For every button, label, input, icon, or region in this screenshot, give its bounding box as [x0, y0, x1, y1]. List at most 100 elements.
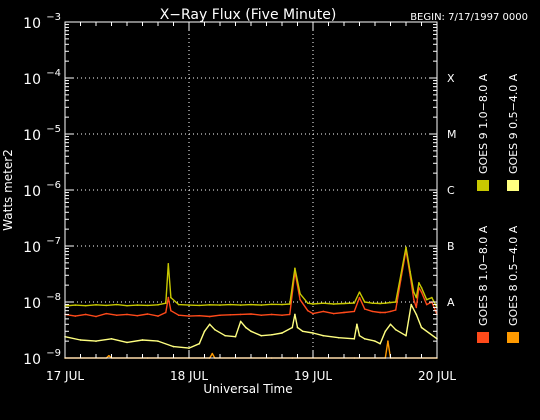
- data-point: [332, 312, 335, 315]
- data-point: [312, 332, 314, 334]
- flare-class-label: A: [447, 296, 455, 309]
- data-point: [410, 303, 412, 306]
- y-tick-label: 10: [23, 296, 41, 312]
- data-point: [74, 304, 77, 306]
- data-point: [84, 304, 87, 307]
- series-line-2: [64, 246, 438, 308]
- data-point: [301, 330, 304, 333]
- data-point: [431, 296, 433, 299]
- data-point: [157, 315, 159, 317]
- data-point: [234, 335, 237, 338]
- data-point: [126, 341, 128, 344]
- data-point: [371, 302, 374, 305]
- y-tick-exponent: −8: [46, 292, 61, 303]
- data-point: [136, 314, 139, 317]
- data-point: [379, 311, 381, 314]
- data-point: [353, 302, 356, 304]
- data-point: [405, 334, 407, 337]
- data-point: [288, 303, 291, 305]
- data-point: [307, 302, 309, 305]
- data-point: [170, 296, 172, 299]
- x-axis-label: Universal Time: [203, 382, 292, 396]
- series-line-3: [64, 303, 438, 349]
- data-point: [353, 338, 356, 340]
- y-tick-label: 10: [23, 352, 41, 368]
- data-point: [371, 310, 374, 313]
- x-tick-label: 17 JUL: [46, 369, 84, 383]
- data-point: [281, 314, 283, 317]
- legend: GOES 8 1.0−8.0 A GOES 9 1.0−8.0 A GOES 8 0…: [477, 73, 520, 343]
- data-point: [299, 293, 301, 295]
- data-point: [312, 303, 314, 305]
- data-point: [126, 313, 128, 316]
- data-point: [105, 304, 108, 307]
- legend-label: GOES 8 1.0−8.0 A: [477, 225, 490, 326]
- flare-class-label: X: [447, 72, 455, 85]
- x-tick-label: 20 JUL: [418, 369, 456, 383]
- data-point: [389, 310, 392, 313]
- data-point: [115, 314, 118, 317]
- legend-label: GOES 9 0.5−4.0 A: [507, 73, 520, 174]
- x-tick-label: 18 JUL: [170, 369, 208, 383]
- data-point: [363, 301, 366, 303]
- data-point: [363, 308, 366, 310]
- data-point: [224, 334, 226, 337]
- data-point: [208, 304, 211, 306]
- data-point: [412, 298, 415, 301]
- data-point: [358, 334, 361, 337]
- data-point: [177, 314, 180, 317]
- flare-class-label: C: [447, 184, 455, 197]
- data-point: [126, 304, 128, 307]
- data-point: [307, 309, 309, 312]
- data-point: [425, 303, 428, 306]
- data-point: [322, 310, 325, 313]
- y-axis-label: Watts meter2: [1, 149, 15, 231]
- data-point: [415, 296, 418, 299]
- data-point: [363, 338, 366, 340]
- legend-swatch: [507, 332, 519, 343]
- y-tick-label: 10: [23, 72, 41, 88]
- data-point: [338, 336, 340, 339]
- data-point: [219, 314, 221, 317]
- data-point: [260, 314, 263, 317]
- data-point: [296, 326, 299, 329]
- y-tick-exponent: −5: [46, 124, 61, 135]
- data-point: [379, 302, 381, 305]
- y-tick-exponent: −4: [46, 68, 61, 79]
- data-point: [188, 304, 190, 306]
- legend-label: GOES 9 1.0−8.0 A: [477, 73, 490, 174]
- data-point: [400, 274, 402, 277]
- data-point: [141, 339, 144, 341]
- data-point: [322, 302, 325, 305]
- data-point: [270, 313, 273, 316]
- data-point: [260, 304, 263, 306]
- data-point: [239, 320, 242, 323]
- data-point: [353, 310, 356, 313]
- y-tick-label: 10: [23, 240, 41, 256]
- data-point: [177, 303, 180, 306]
- data-point: [394, 301, 397, 303]
- data-point: [343, 311, 345, 314]
- legend-swatch: [477, 332, 489, 343]
- flare-class-label: M: [447, 128, 457, 141]
- data-point: [332, 303, 335, 305]
- data-point: [312, 312, 314, 315]
- data-point: [245, 326, 247, 329]
- data-point: [250, 303, 252, 306]
- data-point: [281, 303, 283, 306]
- y-tick-label: 10: [23, 184, 41, 200]
- data-point: [136, 304, 139, 306]
- data-point: [188, 347, 190, 349]
- data-point: [250, 313, 252, 315]
- data-point: [425, 298, 428, 301]
- data-point: [389, 323, 392, 326]
- data-point: [415, 306, 418, 309]
- data-point: [198, 342, 201, 345]
- data-point: [208, 323, 211, 326]
- data-point: [146, 313, 149, 315]
- legend-label: GOES 8 0.5−4.0 A: [507, 225, 520, 326]
- data-point: [95, 340, 97, 342]
- data-point: [214, 328, 216, 331]
- data-point: [358, 296, 361, 299]
